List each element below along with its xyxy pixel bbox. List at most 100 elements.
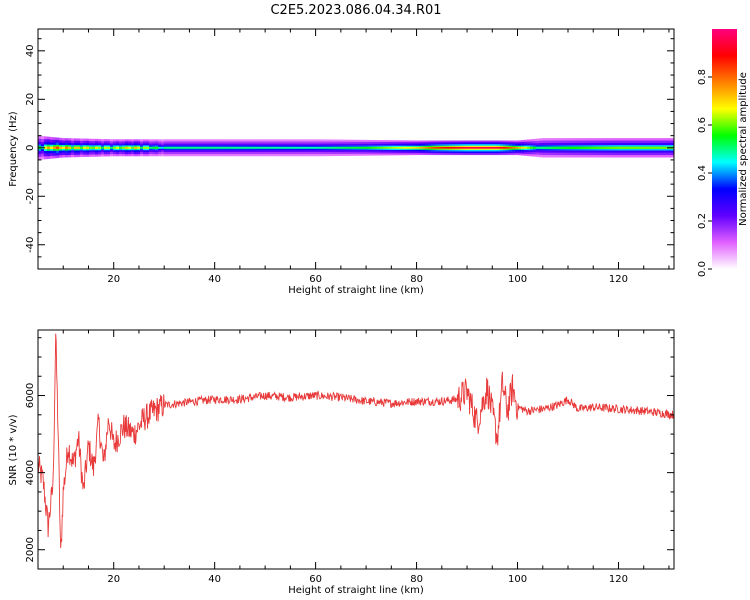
heatmap-cell	[230, 146, 234, 149]
heatmap-cell	[398, 146, 402, 149]
heatmap-cell	[383, 146, 387, 149]
heatmap-cell	[401, 146, 405, 149]
heatmap-cell	[47, 146, 51, 150]
heatmap-cell	[275, 146, 279, 149]
spectrogram-xtick-label: 20	[107, 274, 120, 285]
heatmap-cell	[365, 146, 369, 149]
heatmap-cell	[527, 146, 531, 149]
heatmap-cell	[233, 146, 237, 149]
heatmap-cell	[449, 146, 453, 149]
heatmap-cell	[140, 146, 144, 149]
snr-line-layer	[37, 333, 675, 549]
spectrogram-heatmap	[38, 135, 675, 160]
heatmap-cell	[575, 146, 579, 149]
heatmap-cell	[122, 146, 126, 149]
heatmap-cell	[260, 146, 264, 149]
heatmap-cell	[95, 146, 99, 149]
heatmap-cell	[395, 146, 399, 149]
heatmap-cell	[158, 146, 162, 149]
spectrogram-xtick-label: 80	[410, 274, 423, 285]
heatmap-cell	[611, 146, 615, 149]
snr-ytick-label: 6000	[25, 383, 36, 408]
heatmap-cell	[164, 146, 168, 149]
heatmap-cell	[392, 146, 396, 149]
heatmap-cell	[371, 146, 375, 149]
heatmap-cell	[473, 146, 477, 149]
heatmap-cell	[479, 146, 483, 149]
heatmap-cell	[539, 146, 543, 149]
heatmap-cell	[584, 146, 588, 149]
heatmap-cell	[257, 146, 261, 149]
colorbar-tick-label: 0.8	[697, 69, 708, 85]
heatmap-cell	[467, 146, 471, 149]
heatmap-cell	[71, 146, 75, 149]
heatmap-cell	[386, 146, 390, 149]
snr-xtick-label: 60	[309, 574, 322, 585]
heatmap-cell	[155, 146, 159, 149]
heatmap-cell	[548, 146, 552, 149]
heatmap-cell	[248, 146, 252, 149]
colorbar-tick-label: 0.2	[697, 213, 708, 229]
heatmap-cell	[497, 146, 501, 149]
heatmap-cell	[149, 146, 153, 149]
heatmap-cell	[644, 146, 648, 149]
heatmap-cell	[128, 146, 132, 149]
heatmap-cell	[236, 146, 240, 149]
heatmap-cell	[311, 146, 315, 149]
spectrogram-ytick-label: -20	[25, 188, 36, 204]
heatmap-cell	[200, 146, 204, 149]
heatmap-cell	[572, 146, 576, 149]
heatmap-cell	[578, 146, 582, 149]
heatmap-cell	[503, 146, 507, 149]
snr-ytick-label: 2000	[25, 537, 36, 562]
heatmap-cell	[542, 146, 546, 149]
heatmap-cell	[569, 146, 573, 149]
heatmap-cell	[344, 146, 348, 149]
spectrogram-ytick-label: 0	[25, 145, 36, 151]
heatmap-cell	[662, 146, 666, 149]
heatmap-cell	[212, 146, 216, 149]
heatmap-cell	[620, 146, 624, 149]
heatmap-cell	[605, 146, 609, 149]
heatmap-cell	[125, 146, 129, 149]
snr-ylabel: SNR (10 * v/v)	[8, 414, 19, 485]
heatmap-cell	[413, 146, 417, 149]
heatmap-cell	[476, 146, 480, 149]
heatmap-cell	[323, 146, 327, 149]
heatmap-cell	[431, 146, 435, 149]
heatmap-cell	[635, 146, 639, 149]
snr-xtick-label: 120	[609, 574, 628, 585]
heatmap-cell	[224, 146, 228, 149]
spectrogram-panel: 20 40 60 80 100 120 -40 -20 0 20 40 Height of stra…	[8, 28, 675, 296]
heatmap-cell	[338, 146, 342, 149]
heatmap-cell	[209, 146, 213, 149]
heatmap-cell	[623, 146, 627, 149]
heatmap-cell	[119, 146, 123, 149]
heatmap-cell	[656, 146, 660, 149]
heatmap-cell	[143, 146, 147, 149]
heatmap-cell	[434, 146, 438, 149]
heatmap-cell	[368, 146, 372, 149]
heatmap-cell	[626, 146, 630, 149]
heatmap-cell	[617, 146, 621, 149]
spectrogram-ylabel: Frequency (Hz)	[8, 111, 19, 187]
heatmap-cell	[50, 146, 54, 150]
heatmap-cell	[461, 146, 465, 149]
heatmap-cell	[560, 146, 564, 149]
colorbar-tick-label: 0.6	[697, 117, 708, 133]
snr-plot-area	[38, 330, 674, 569]
heatmap-cell	[92, 146, 96, 149]
heatmap-cell	[488, 146, 492, 149]
spectrogram-xtick-label: 40	[208, 274, 221, 285]
heatmap-cell	[290, 146, 294, 149]
heatmap-cell	[416, 146, 420, 149]
heatmap-cell	[314, 146, 318, 149]
heatmap-cell	[422, 146, 426, 149]
heatmap-cell	[302, 146, 306, 149]
heatmap-cell	[557, 146, 561, 149]
heatmap-cell	[641, 146, 645, 149]
heatmap-cell	[83, 146, 87, 149]
heatmap-cell	[407, 146, 411, 149]
heatmap-cell	[77, 146, 81, 149]
snr-xtick-label: 100	[508, 574, 527, 585]
